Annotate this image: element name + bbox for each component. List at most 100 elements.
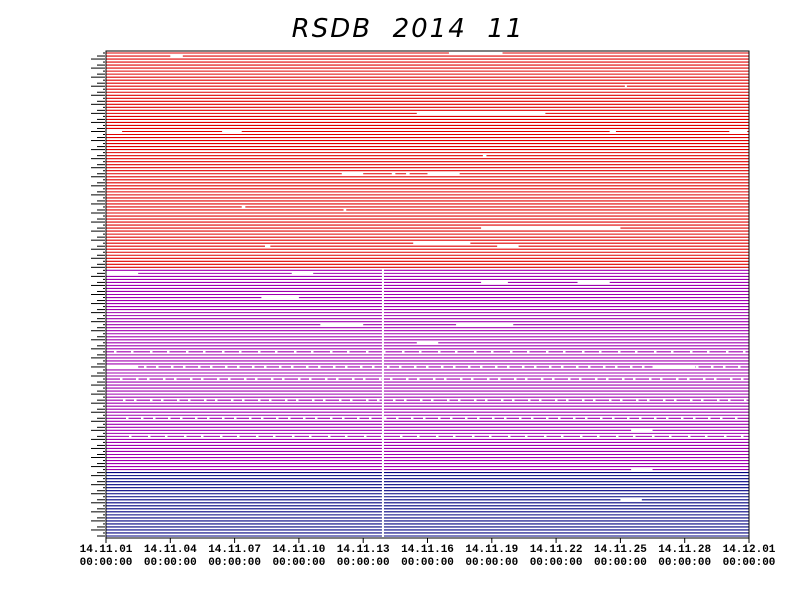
data-gap bbox=[728, 398, 731, 402]
data-gap bbox=[624, 84, 627, 88]
data-gap bbox=[744, 398, 747, 402]
data-gap bbox=[106, 365, 139, 369]
x-tick-label-time: 00:00:00 bbox=[530, 557, 583, 569]
data-gap bbox=[539, 398, 542, 402]
data-gap bbox=[558, 416, 561, 420]
data-gap bbox=[296, 398, 299, 402]
data-gap bbox=[555, 398, 558, 402]
data-gap bbox=[190, 377, 193, 381]
data-gap bbox=[652, 434, 655, 438]
series-layer bbox=[91, 52, 749, 537]
data-gap bbox=[657, 365, 660, 369]
data-gap bbox=[615, 365, 618, 369]
data-gap bbox=[546, 350, 549, 354]
data-gap bbox=[364, 434, 367, 438]
data-gap bbox=[106, 129, 123, 134]
data-gap bbox=[481, 226, 621, 230]
data-gap bbox=[491, 350, 494, 354]
data-gap bbox=[588, 365, 591, 369]
data-gap bbox=[323, 398, 326, 402]
data-gap bbox=[671, 350, 674, 354]
data-gap bbox=[726, 350, 729, 354]
data-gap bbox=[460, 377, 463, 381]
data-gap bbox=[508, 434, 511, 438]
x-tick-label-time: 00:00:00 bbox=[208, 557, 261, 569]
data-gap bbox=[204, 398, 207, 402]
data-gap bbox=[450, 416, 453, 420]
data-gap bbox=[701, 398, 704, 402]
data-gap bbox=[458, 398, 461, 402]
data-gap bbox=[438, 350, 441, 354]
data-gap bbox=[215, 398, 218, 402]
data-gap bbox=[264, 244, 271, 248]
data-gap bbox=[595, 377, 598, 381]
data-gap bbox=[198, 365, 201, 369]
data-gap bbox=[669, 365, 672, 369]
data-gap bbox=[609, 398, 612, 402]
x-tick-label-time: 00:00:00 bbox=[272, 557, 325, 569]
data-gap bbox=[180, 416, 183, 420]
data-gap bbox=[357, 416, 360, 420]
data-gap bbox=[633, 434, 636, 438]
data-gap bbox=[579, 377, 582, 381]
data-gap bbox=[391, 172, 396, 176]
data-gap bbox=[210, 365, 213, 369]
data-gap bbox=[217, 377, 220, 381]
data-gap bbox=[183, 365, 186, 369]
data-gap bbox=[681, 416, 684, 420]
data-gap bbox=[258, 398, 261, 402]
data-gap bbox=[693, 416, 696, 420]
data-gap bbox=[471, 377, 474, 381]
data-gap bbox=[519, 416, 522, 420]
data-gap bbox=[436, 434, 439, 438]
data-gap bbox=[730, 377, 733, 381]
data-gap bbox=[501, 398, 504, 402]
data-gap bbox=[453, 434, 456, 438]
data-gap bbox=[489, 434, 492, 438]
data-gap bbox=[528, 398, 531, 402]
data-gap bbox=[150, 350, 153, 354]
data-gap bbox=[627, 416, 630, 420]
data-gap bbox=[234, 416, 237, 420]
x-tick-label-date: 14.11.07 bbox=[208, 544, 261, 556]
data-gap bbox=[400, 434, 403, 438]
data-gap bbox=[203, 350, 206, 354]
data-gap bbox=[237, 365, 240, 369]
data-gap bbox=[387, 365, 390, 369]
data-gap bbox=[674, 398, 677, 402]
data-gap bbox=[465, 416, 468, 420]
data-gap bbox=[406, 172, 410, 176]
data-gap bbox=[566, 398, 569, 402]
data-gap bbox=[171, 365, 174, 369]
data-gap bbox=[168, 416, 171, 420]
data-gap bbox=[504, 416, 507, 420]
data-gap bbox=[666, 416, 669, 420]
data-gap bbox=[676, 377, 679, 381]
data-gap bbox=[514, 377, 517, 381]
data-gap bbox=[366, 350, 369, 354]
data-gap bbox=[352, 377, 355, 381]
data-gap bbox=[252, 365, 255, 369]
data-gap bbox=[510, 350, 513, 354]
data-gap bbox=[339, 398, 342, 402]
x-tick-label-date: 14.11.01 bbox=[80, 544, 133, 556]
data-gap bbox=[512, 398, 515, 402]
data-gap bbox=[717, 398, 720, 402]
data-gap bbox=[474, 398, 477, 402]
data-gap bbox=[534, 365, 537, 369]
data-gap bbox=[311, 350, 314, 354]
data-gap bbox=[318, 365, 321, 369]
data-gap bbox=[170, 54, 183, 58]
data-gap bbox=[497, 244, 519, 248]
data-gap bbox=[136, 377, 139, 381]
data-gap bbox=[444, 377, 447, 381]
x-tick-label-date: 14.11.28 bbox=[658, 544, 711, 556]
data-gap bbox=[129, 365, 132, 369]
data-gap bbox=[663, 398, 666, 402]
x-tick-label-time: 00:00:00 bbox=[144, 557, 197, 569]
data-gap bbox=[688, 434, 691, 438]
data-gap bbox=[406, 377, 409, 381]
data-gap bbox=[468, 365, 471, 369]
data-gap bbox=[417, 377, 420, 381]
